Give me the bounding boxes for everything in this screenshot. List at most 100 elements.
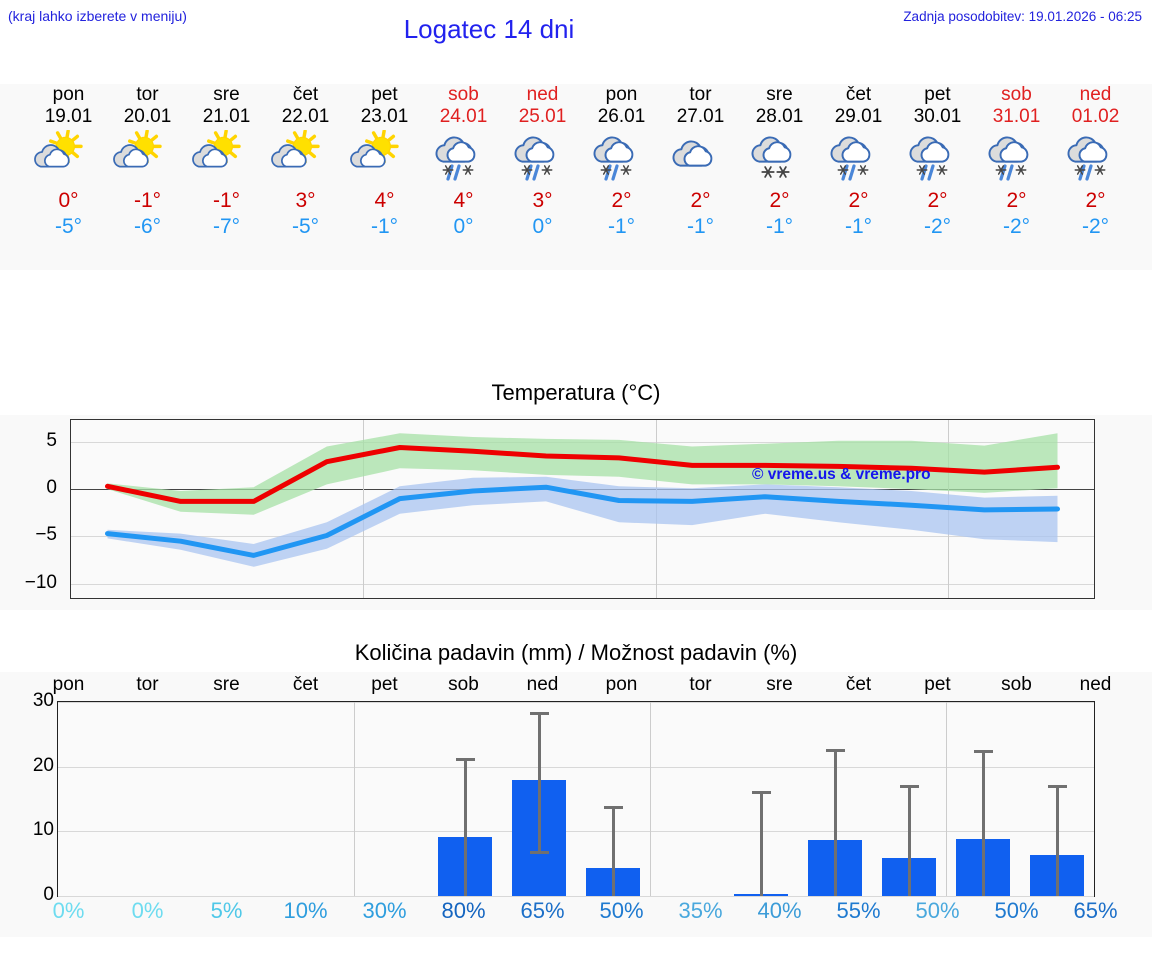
sun-behind-cloud-icon	[29, 130, 108, 188]
forecast-weekday: pet	[371, 84, 398, 105]
forecast-weekday: ned	[526, 84, 559, 105]
forecast-temp-min: 0°	[453, 215, 474, 238]
precipitation-day-label: sob	[448, 674, 479, 695]
precipitation-day-label: sob	[1001, 674, 1032, 695]
precipitation-day-label: sre	[766, 674, 793, 695]
precipitation-day-label: ned	[1079, 674, 1112, 695]
precipitation-probability-label: 0%	[52, 898, 85, 923]
forecast-day-column[interactable]: ned 25.01 3° 0°	[503, 84, 582, 240]
forecast-date: 31.01	[992, 106, 1041, 127]
forecast-date: 01.02	[1071, 106, 1120, 127]
forecast-date: 25.01	[518, 106, 567, 127]
forecast-temp-max: 2°	[848, 189, 869, 212]
forecast-day-column[interactable]: sob 31.01 2° -2°	[977, 84, 1056, 240]
precipitation-probability-label: 50%	[994, 898, 1039, 923]
forecast-weekday: čet	[292, 84, 319, 105]
page-title: Logatec 14 dni	[403, 14, 575, 44]
watermark-text: © vreme.us & vreme.pro	[752, 466, 931, 483]
cloud-snow-icon	[740, 130, 819, 188]
forecast-temp-min: -2°	[1002, 215, 1031, 238]
sun-behind-cloud-icon	[266, 130, 345, 188]
last-update-text: Zadnja posodobitev: 19.01.2026 - 06:25	[903, 9, 1142, 24]
cloud-rain-snow-icon	[898, 130, 977, 188]
cloud-rain-snow-icon	[977, 130, 1056, 188]
forecast-temp-min: -5°	[54, 215, 83, 238]
precipitation-gridline	[58, 896, 1094, 897]
forecast-date: 22.01	[281, 106, 330, 127]
forecast-temp-max: 3°	[532, 189, 553, 212]
temperature-chart-title: Temperatura (°C)	[491, 380, 661, 405]
forecast-date: 27.01	[676, 106, 725, 127]
forecast-day-column[interactable]: pet 30.01 2° -2°	[898, 84, 977, 240]
precipitation-plot-area	[57, 701, 1095, 897]
forecast-day-column[interactable]: sre 28.01 2° -1°	[740, 84, 819, 240]
temperature-y-axis-label: 0	[46, 477, 57, 499]
precipitation-day-label: tor	[136, 674, 159, 695]
forecast-temp-max: 3°	[295, 189, 316, 212]
precipitation-error-bar	[611, 806, 615, 896]
forecast-temp-max: 2°	[1085, 189, 1106, 212]
forecast-day-column[interactable]: tor 27.01 2° -1°	[661, 84, 740, 240]
menu-hint-text: (kraj lahko izberete v meniju)	[8, 8, 187, 24]
forecast-date: 30.01	[913, 106, 962, 127]
forecast-day-column[interactable]: pon 19.01 0° -5°	[29, 84, 108, 240]
precipitation-error-cap-top	[529, 712, 549, 716]
forecast-weekday: sob	[1001, 84, 1032, 105]
forecast-day-column[interactable]: čet 29.01 2° -1°	[819, 84, 898, 240]
precipitation-error-cap-top	[603, 806, 623, 810]
precipitation-gridline	[58, 831, 1094, 833]
forecast-date: 23.01	[360, 106, 409, 127]
precipitation-gridline	[58, 702, 1094, 703]
sun-behind-cloud-icon	[108, 130, 187, 188]
precipitation-probability-label: 50%	[915, 898, 960, 923]
precipitation-day-label: sre	[213, 674, 240, 695]
precipitation-error-cap-bottom	[529, 850, 549, 854]
precipitation-day-label: čet	[292, 674, 319, 695]
daily-forecast-strip: pon 19.01 0° -5° tor 20.01 -1° -6° sre 21.01 -1° -7…	[0, 84, 1152, 270]
precipitation-day-label: pon	[52, 674, 85, 695]
precipitation-error-cap-top	[751, 790, 771, 794]
precipitation-y-axis-label: 20	[32, 754, 54, 776]
forecast-day-column[interactable]: sre 21.01 -1° -7°	[187, 84, 266, 240]
precipitation-day-label: pet	[371, 674, 398, 695]
forecast-date: 20.01	[123, 106, 172, 127]
forecast-day-column[interactable]: tor 20.01 -1° -6°	[108, 84, 187, 240]
precipitation-probability-label: 10%	[283, 898, 328, 923]
precipitation-probability-label: 0%	[131, 898, 164, 923]
precipitation-probability-label: 65%	[520, 898, 565, 923]
precipitation-probability-label: 50%	[599, 898, 644, 923]
forecast-temp-max: -1°	[133, 189, 162, 212]
temperature-gridline	[71, 583, 1094, 585]
forecast-date: 26.01	[597, 106, 646, 127]
page-header: (kraj lahko izberete v meniju) Logatec 1…	[0, 0, 1152, 52]
forecast-temp-min: -1°	[686, 215, 715, 238]
forecast-temp-max: 4°	[374, 189, 395, 212]
forecast-day-column[interactable]: pet 23.01 4° -1°	[345, 84, 424, 240]
forecast-temp-max: 2°	[927, 189, 948, 212]
precipitation-error-bar	[907, 785, 911, 896]
temperature-series-lines	[71, 420, 1094, 598]
cloud-rain-snow-icon	[424, 130, 503, 188]
precipitation-probability-label: 80%	[441, 898, 486, 923]
forecast-day-column[interactable]: sob 24.01 4° 0°	[424, 84, 503, 240]
cloud-rain-snow-icon	[582, 130, 661, 188]
forecast-day-column[interactable]: ned 01.02 2° -2°	[1056, 84, 1135, 240]
precipitation-error-bar	[463, 758, 467, 896]
forecast-day-column[interactable]: pon 26.01 2° -1°	[582, 84, 661, 240]
forecast-weekday: pon	[52, 84, 85, 105]
forecast-temp-max: 2°	[690, 189, 711, 212]
precipitation-gridline-vertical	[354, 702, 355, 896]
forecast-date: 24.01	[439, 106, 488, 127]
precipitation-probability-label: 30%	[362, 898, 407, 923]
precipitation-error-bar	[1055, 785, 1059, 896]
precipitation-error-cap-top	[455, 758, 475, 762]
forecast-temp-min: -7°	[212, 215, 241, 238]
forecast-temp-min: -6°	[133, 215, 162, 238]
cloud-rain-snow-icon	[819, 130, 898, 188]
cloud-rain-snow-icon	[503, 130, 582, 188]
forecast-temp-min: -2°	[923, 215, 952, 238]
precipitation-error-bar	[759, 790, 763, 896]
forecast-temp-max: 0°	[58, 189, 79, 212]
temperature-y-axis-label: −10	[24, 571, 57, 593]
forecast-day-column[interactable]: čet 22.01 3° -5°	[266, 84, 345, 240]
